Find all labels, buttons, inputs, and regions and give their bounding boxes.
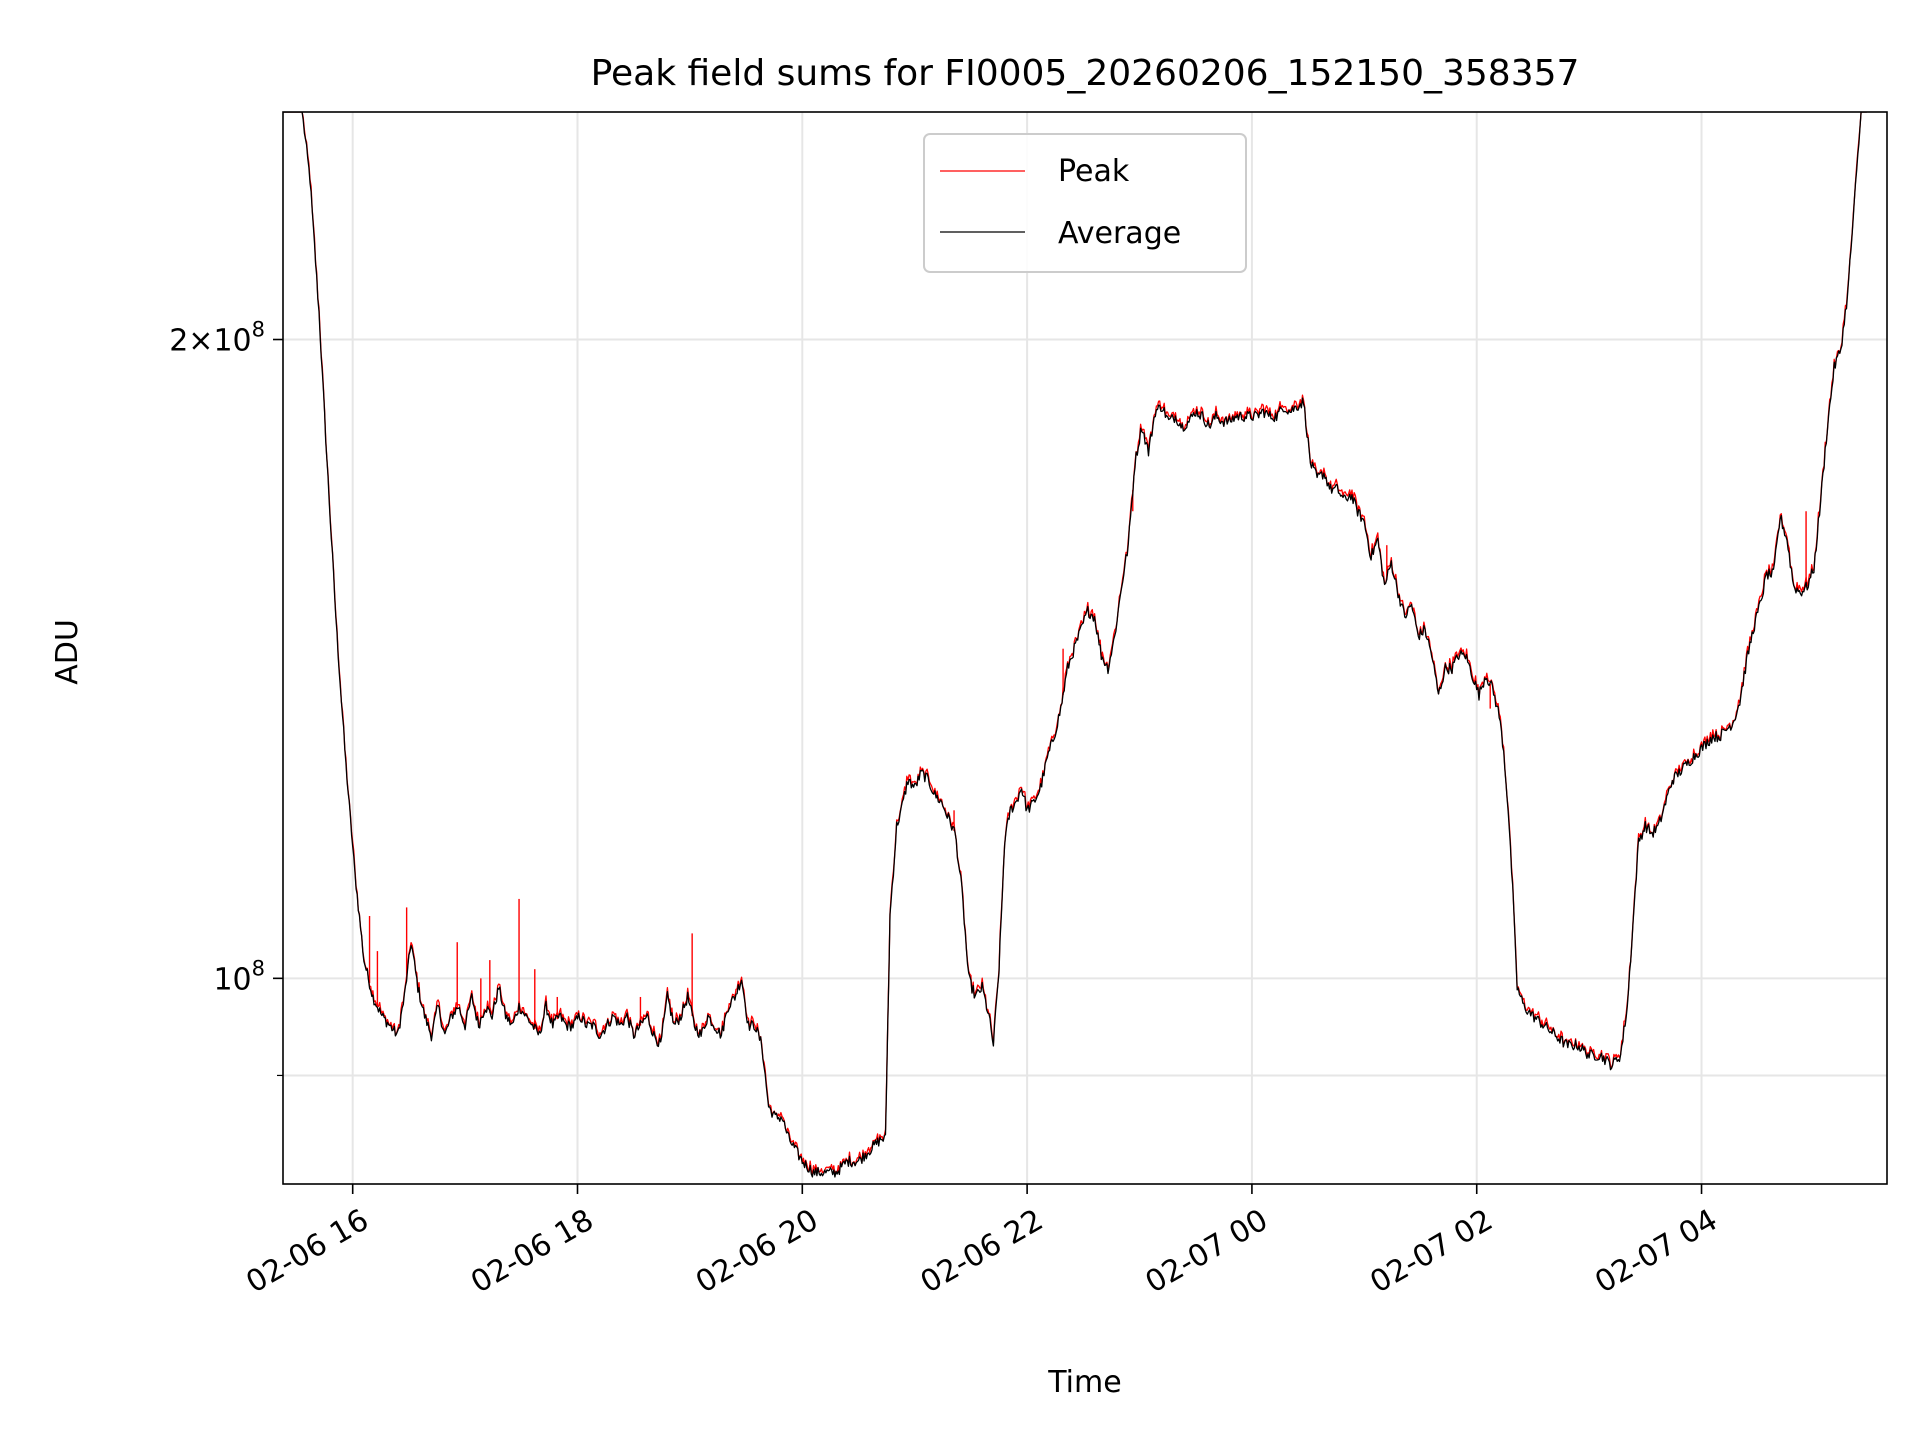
series-area (283, 112, 1867, 1178)
y-tick-label: 108 (213, 956, 265, 997)
y-tick-label: 2×108 (169, 318, 265, 359)
chart-title: Peak field sums for FI0005_20260206_1521… (591, 53, 1580, 94)
plot-frame (282, 111, 1888, 1185)
average-series-line (283, 112, 1867, 1178)
legend-box (923, 133, 1247, 273)
legend-average-label: Average (1058, 216, 1181, 251)
x-axis-label: Time (1047, 1365, 1121, 1400)
y-axis-label: ADU (50, 619, 85, 685)
legend-peak-label: Peak (1058, 154, 1130, 189)
grid (283, 112, 1887, 1184)
legend: Peak Average (923, 133, 1247, 273)
